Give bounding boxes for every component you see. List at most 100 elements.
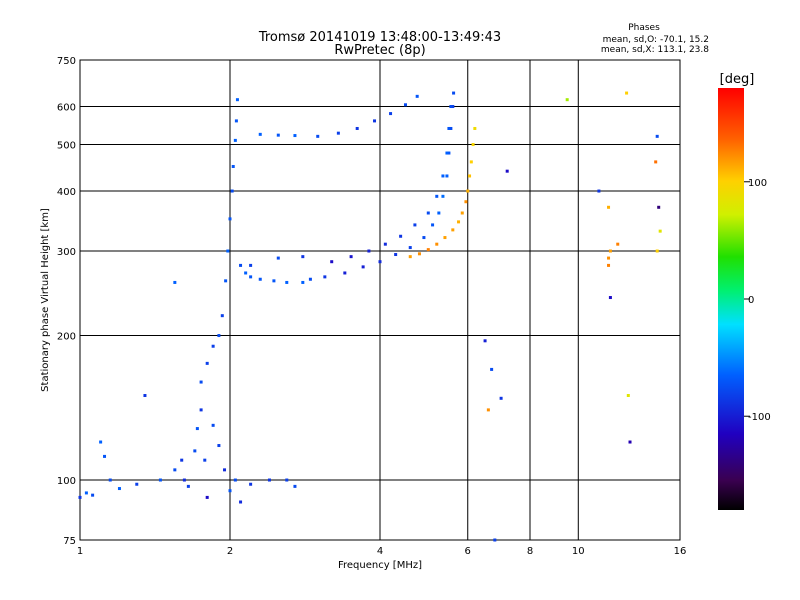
data-point xyxy=(91,493,95,497)
data-point xyxy=(205,495,209,499)
data-point xyxy=(78,495,82,499)
data-point xyxy=(469,160,473,164)
data-point xyxy=(211,344,215,348)
y-tick-label: 750 xyxy=(57,56,76,67)
y-tick-label: 200 xyxy=(57,332,76,343)
data-point xyxy=(435,242,439,246)
x-tick-label: 1 xyxy=(77,546,83,557)
data-point xyxy=(451,228,455,232)
data-point xyxy=(234,119,238,123)
data-point xyxy=(233,138,237,142)
data-point xyxy=(447,126,451,130)
data-point xyxy=(460,211,464,215)
data-point xyxy=(452,91,456,95)
data-point xyxy=(316,134,320,138)
data-point xyxy=(403,103,407,107)
data-point xyxy=(211,423,215,427)
data-point xyxy=(565,98,569,102)
data-point xyxy=(449,105,453,109)
data-point xyxy=(258,277,262,281)
data-point xyxy=(330,260,334,264)
data-point xyxy=(445,151,449,155)
data-point xyxy=(249,263,253,267)
data-point xyxy=(276,133,280,137)
y-tick-label: 600 xyxy=(57,103,76,114)
x-tick-label: 2 xyxy=(227,546,233,557)
data-point xyxy=(143,394,147,398)
data-point xyxy=(505,169,509,173)
data-point xyxy=(231,164,235,168)
data-point xyxy=(466,189,470,193)
data-point xyxy=(408,246,412,250)
y-tick-label: 400 xyxy=(57,187,76,198)
data-point xyxy=(441,194,445,198)
data-point xyxy=(173,468,177,472)
data-point xyxy=(399,234,403,238)
x-axis-label: Frequency [MHz] xyxy=(338,560,422,571)
data-point xyxy=(626,394,630,398)
data-point xyxy=(468,174,472,178)
x-tick-label: 10 xyxy=(572,546,585,557)
data-point xyxy=(249,482,253,486)
y-tick-label: 75 xyxy=(63,536,76,547)
data-point xyxy=(301,280,305,284)
data-point xyxy=(608,249,612,253)
x-tick-label: 16 xyxy=(674,546,687,557)
data-point xyxy=(499,396,503,400)
data-point xyxy=(108,478,112,482)
data-point xyxy=(180,458,184,462)
data-point xyxy=(394,253,398,257)
data-point xyxy=(607,263,611,267)
data-point xyxy=(426,248,430,252)
data-point xyxy=(186,484,190,488)
data-point xyxy=(373,119,377,123)
data-point xyxy=(336,131,340,135)
y-tick-label: 300 xyxy=(57,247,76,258)
colorbar-tick-label: 100 xyxy=(748,178,767,189)
stats-o-mode: mean, sd,O: -70.1, 15.2 xyxy=(603,35,709,45)
data-point xyxy=(490,367,494,371)
data-point xyxy=(233,478,237,482)
data-point xyxy=(99,440,103,444)
data-point xyxy=(655,134,659,138)
data-point xyxy=(199,380,203,384)
data-point xyxy=(228,217,232,221)
x-tick-label: 8 xyxy=(527,546,533,557)
data-point xyxy=(235,98,239,102)
data-point xyxy=(173,280,177,284)
data-point xyxy=(628,440,632,444)
data-point xyxy=(415,94,419,98)
x-tick-label: 6 xyxy=(465,546,471,557)
data-point xyxy=(285,280,289,284)
colorbar-tick-label: 0 xyxy=(748,295,754,306)
data-point xyxy=(655,249,659,253)
data-point xyxy=(361,265,365,269)
data-point xyxy=(182,478,186,482)
data-point xyxy=(426,211,430,215)
chart-title: Tromsø 20141019 13:48:00-13:49:43 xyxy=(258,30,501,45)
data-point xyxy=(471,143,475,147)
data-point xyxy=(217,444,221,448)
data-point xyxy=(293,484,297,488)
data-point xyxy=(285,478,289,482)
data-point xyxy=(135,482,139,486)
data-point xyxy=(607,205,611,209)
data-point xyxy=(654,160,658,164)
data-point xyxy=(435,194,439,198)
data-point xyxy=(301,255,305,259)
data-point xyxy=(103,454,107,458)
data-point xyxy=(451,105,455,109)
data-point xyxy=(447,151,451,155)
data-point xyxy=(422,236,426,240)
data-point xyxy=(616,242,620,246)
data-point xyxy=(367,249,371,253)
data-point xyxy=(597,189,601,193)
data-point xyxy=(349,255,353,259)
data-point xyxy=(308,277,312,281)
colorbar-label: [deg] xyxy=(720,72,755,87)
data-point xyxy=(445,174,449,178)
data-point xyxy=(267,478,271,482)
data-point xyxy=(272,279,276,283)
data-point xyxy=(117,487,121,491)
